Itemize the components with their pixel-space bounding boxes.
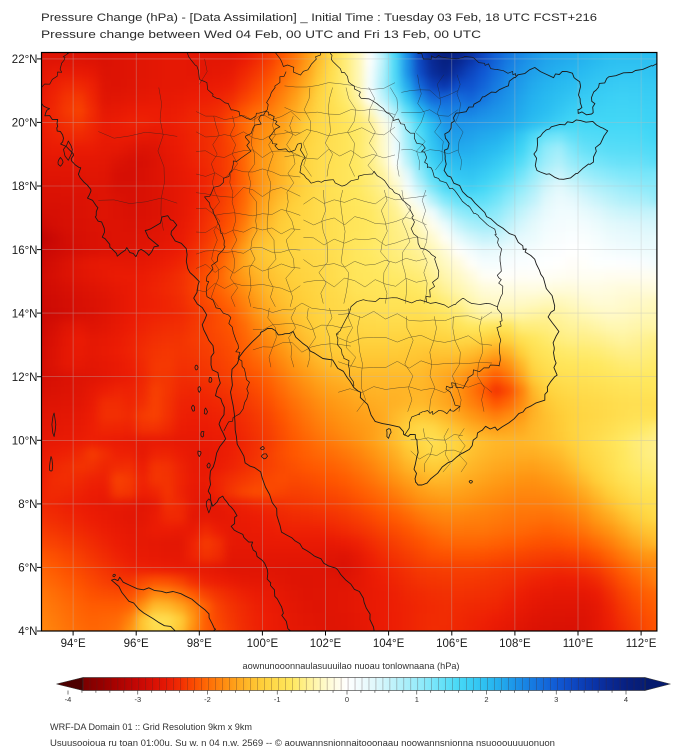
svg-text:2: 2 [484, 695, 488, 704]
svg-text:Pressure Change (hPa) - [Data: Pressure Change (hPa) - [Data Assimilati… [41, 12, 597, 24]
svg-text:110°E: 110°E [563, 638, 594, 650]
svg-text:22°N: 22°N [12, 54, 38, 66]
svg-text:94°E: 94°E [61, 638, 86, 650]
svg-text:Usuusooioua ru toan 01:00u. Su: Usuusooioua ru toan 01:00u. Su w. n 04 n… [50, 738, 555, 749]
svg-text:-4: -4 [65, 695, 72, 704]
svg-text:1: 1 [415, 695, 419, 704]
svg-text:-1: -1 [274, 695, 281, 704]
svg-text:108°E: 108°E [499, 638, 531, 650]
svg-text:6°N: 6°N [18, 563, 37, 575]
svg-text:106°E: 106°E [436, 638, 468, 650]
svg-text:aownunooonnaulasuuuilao nuoau: aownunooonnaulasuuuilao nuoau tonlownaan… [243, 661, 460, 672]
svg-text:4: 4 [624, 695, 628, 704]
svg-text:WRF-DA Domain 01 :: Grid Resol: WRF-DA Domain 01 :: Grid Resolution 9km … [50, 722, 252, 733]
svg-text:112°E: 112°E [626, 638, 657, 650]
svg-text:10°N: 10°N [12, 436, 38, 448]
svg-text:14°N: 14°N [12, 308, 38, 320]
svg-text:0: 0 [345, 695, 349, 704]
svg-text:96°E: 96°E [124, 638, 149, 650]
svg-text:102°E: 102°E [310, 638, 342, 650]
svg-text:4°N: 4°N [18, 626, 37, 638]
svg-text:18°N: 18°N [12, 181, 38, 193]
svg-text:3: 3 [554, 695, 558, 704]
svg-text:8°N: 8°N [18, 499, 37, 511]
svg-text:-2: -2 [204, 695, 211, 704]
svg-text:Pressure change between Wed 04: Pressure change between Wed 04 Feb, 00 U… [41, 29, 481, 41]
svg-text:-3: -3 [134, 695, 141, 704]
svg-text:20°N: 20°N [12, 118, 38, 130]
svg-text:16°N: 16°N [12, 245, 38, 257]
svg-text:104°E: 104°E [373, 638, 405, 650]
svg-text:12°N: 12°N [12, 372, 38, 384]
svg-text:98°E: 98°E [187, 638, 212, 650]
svg-text:100°E: 100°E [247, 638, 279, 650]
